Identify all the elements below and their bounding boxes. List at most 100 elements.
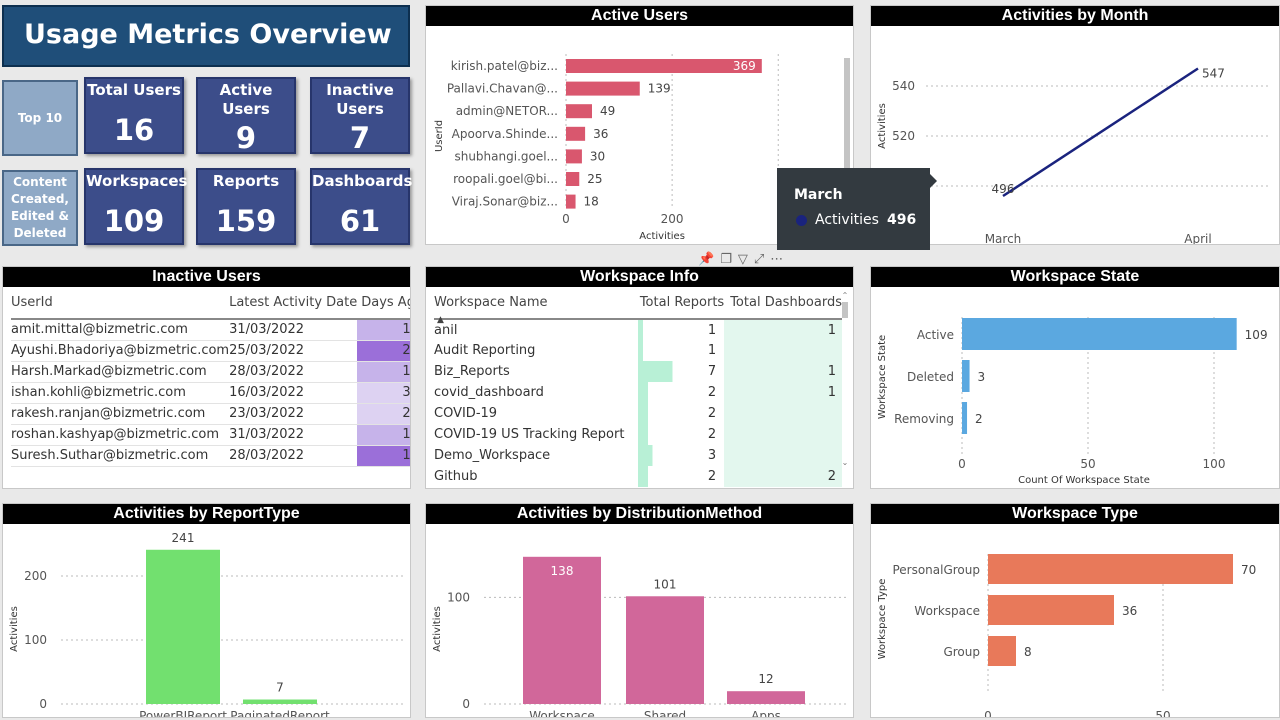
workspace-state-panel[interactable]: Workspace State Active 109 Deleted 3 Removin… [870,266,1280,489]
copy-icon[interactable]: ❐ [720,252,738,267]
kpi-inactive-users[interactable]: Inactive Users 7 [310,77,410,155]
data-label: 49 [600,104,615,118]
column-header-total-dashboards[interactable]: Total Dashboards [724,287,842,320]
table-row[interactable]: Github 2 2 [434,466,842,487]
column-header-days-ago[interactable]: Days Ago [357,287,410,320]
y-tick-label: 200 [24,569,47,583]
userid-cell: rakesh.ranjan@bizmetric.com [11,403,230,425]
total-reports-cell: 2 [637,466,725,487]
table-row[interactable]: covid_dashboard 2 1 [434,382,842,403]
table-row[interactable]: COVID-19 2 [434,403,842,424]
workspace-name-cell: Github [434,469,478,484]
total-dashboards-cell [724,340,842,361]
activities-by-month-chart[interactable]: 540520496547MarchAprilMonthActivities [871,26,1280,245]
x-tick-label: PaginatedReport [230,709,330,718]
visual-header-tools[interactable]: 📌❐▽⤢⋯ [698,252,789,267]
inactive-users-panel[interactable]: Inactive Users UserId Latest Activity Da… [2,266,411,489]
bar [988,636,1016,666]
table-row[interactable]: Demo_Workspace 3 [434,445,842,466]
tooltip-arrow [930,174,937,188]
activities-by-distributionmethod-panel[interactable]: Activities by DistributionMethod 100 0 138… [425,503,854,718]
panel-title: Workspace Info [426,267,853,287]
scrollbar-thumb[interactable] [842,302,848,318]
kpi-label: Active Users [219,81,273,118]
data-label: 369 [733,59,756,73]
panel-title: Workspace State [871,267,1279,287]
data-label: 3 [978,370,986,384]
category-label: admin@NETOR... [456,104,558,118]
vertical-scrollbar[interactable]: ⌃ ⌄ [841,291,849,487]
focus-mode-icon[interactable]: ⤢ [753,252,771,267]
kpi-active-users[interactable]: Active Users 9 [196,77,296,155]
data-label: 30 [590,149,605,163]
kpi-dashboards[interactable]: Dashboards 61 [310,168,412,245]
tooltip-title: March [794,187,843,203]
category-label: Removing [894,412,954,426]
kpi-label: Inactive Users [326,81,394,118]
category-label: roopali.goel@bi... [453,172,558,186]
workspace-type-chart[interactable]: PersonalGroup70Workspace36Group8050Count… [871,524,1280,718]
workspace-type-panel[interactable]: Workspace Type PersonalGroup 70 Workspace 3… [870,503,1280,718]
table-row[interactable]: Audit Reporting 1 [434,340,842,361]
activities-by-reporttype-chart[interactable]: 2001000241PowerBIReport7PaginatedReportR… [3,524,411,718]
activities-by-distributionmethod-chart[interactable]: 1000138Workspace101Shared12AppsDistribut… [426,524,854,718]
workspace-name-cell: Audit Reporting [434,343,536,358]
activities-by-month-panel[interactable]: Activities by Month 540 520 496 547 March Apr… [870,5,1280,245]
column-header-workspace-name[interactable]: Workspace Name ▲ [434,287,638,325]
table-row[interactable]: anil 1 1 [434,319,842,340]
inactive-users-table[interactable]: UserId Latest Activity Date Days Ago ami… [11,287,410,467]
bar [566,149,582,164]
bar [566,59,762,73]
column-header-userid[interactable]: UserId [11,287,230,320]
data-label: 241 [172,531,195,545]
latest-activity-date-cell: 31/03/2022 [229,319,358,341]
workspace-name-cell: covid_dashboard [434,385,544,400]
category-label: shubhangi.goel... [454,149,558,163]
bar [566,81,640,96]
column-header-total-reports[interactable]: Total Reports [637,287,725,320]
panel-title: Activities by DistributionMethod [426,504,853,524]
data-label: 547 [1202,67,1225,81]
x-tick-label: March [985,232,1022,245]
filter-icon[interactable]: ▽ [737,252,754,267]
kpi-reports[interactable]: Reports 159 [196,168,296,245]
x-tick-label: 100 [1203,457,1226,471]
pin-icon[interactable]: 📌 [698,252,721,267]
workspace-info-table[interactable]: Workspace Name ▲ Total Reports Total Das… [434,287,842,487]
data-label: 70 [1241,563,1256,577]
total-reports-cell: 2 [637,403,725,424]
scroll-up-icon[interactable]: ⌃ [841,291,849,300]
workspace-name-cell: COVID-19 [434,406,498,421]
table-row[interactable]: Biz_Reports 7 1 [434,361,842,382]
data-label: 7 [276,681,284,695]
active-users-chart[interactable]: kirish.patel@biz... 369 Pallavi.Chavan@...… [426,26,854,245]
total-reports-cell: 1 [637,319,725,340]
panel-title: Active Users [426,6,853,26]
kpi-total-users[interactable]: Total Users 16 [84,77,184,154]
workspace-state-chart[interactable]: Active 109 Deleted 3 Removing 2 0 50 100 Count Of… [871,287,1280,489]
x-tick-label: Shared [644,709,686,718]
scroll-down-icon[interactable]: ⌄ [841,458,849,467]
total-dashboards-cell: 1 [724,361,842,382]
activities-by-reporttype-panel[interactable]: Activities by ReportType 200 100 0 241 Power… [2,503,411,718]
total-reports-cell: 1 [637,340,725,361]
bar [566,194,576,209]
workspace-info-panel[interactable]: Workspace Info Workspace Name ▲ Total Re… [425,266,854,489]
active-users-panel[interactable]: Active Users kirish.patel@biz... 369 Palla… [425,5,854,245]
y-axis-title: UserId [434,120,445,152]
days-ago-cell: 23 [357,403,410,425]
kpi-workspaces[interactable]: Workspaces 109 [84,168,187,245]
table-row[interactable]: Ayushi.Bhadoriya@bizmetric.com 25/03/2022… [11,340,410,362]
data-label: 138 [551,564,574,578]
userid-cell: Ayushi.Bhadoriya@bizmetric.com [11,340,230,362]
more-options-icon[interactable]: ⋯ [770,252,790,267]
table-row[interactable]: COVID-19 US Tracking Report 2 [434,424,842,445]
days-ago-cell: 15 [357,319,410,341]
column-header-latest-activity-date[interactable]: Latest Activity Date [229,287,358,320]
